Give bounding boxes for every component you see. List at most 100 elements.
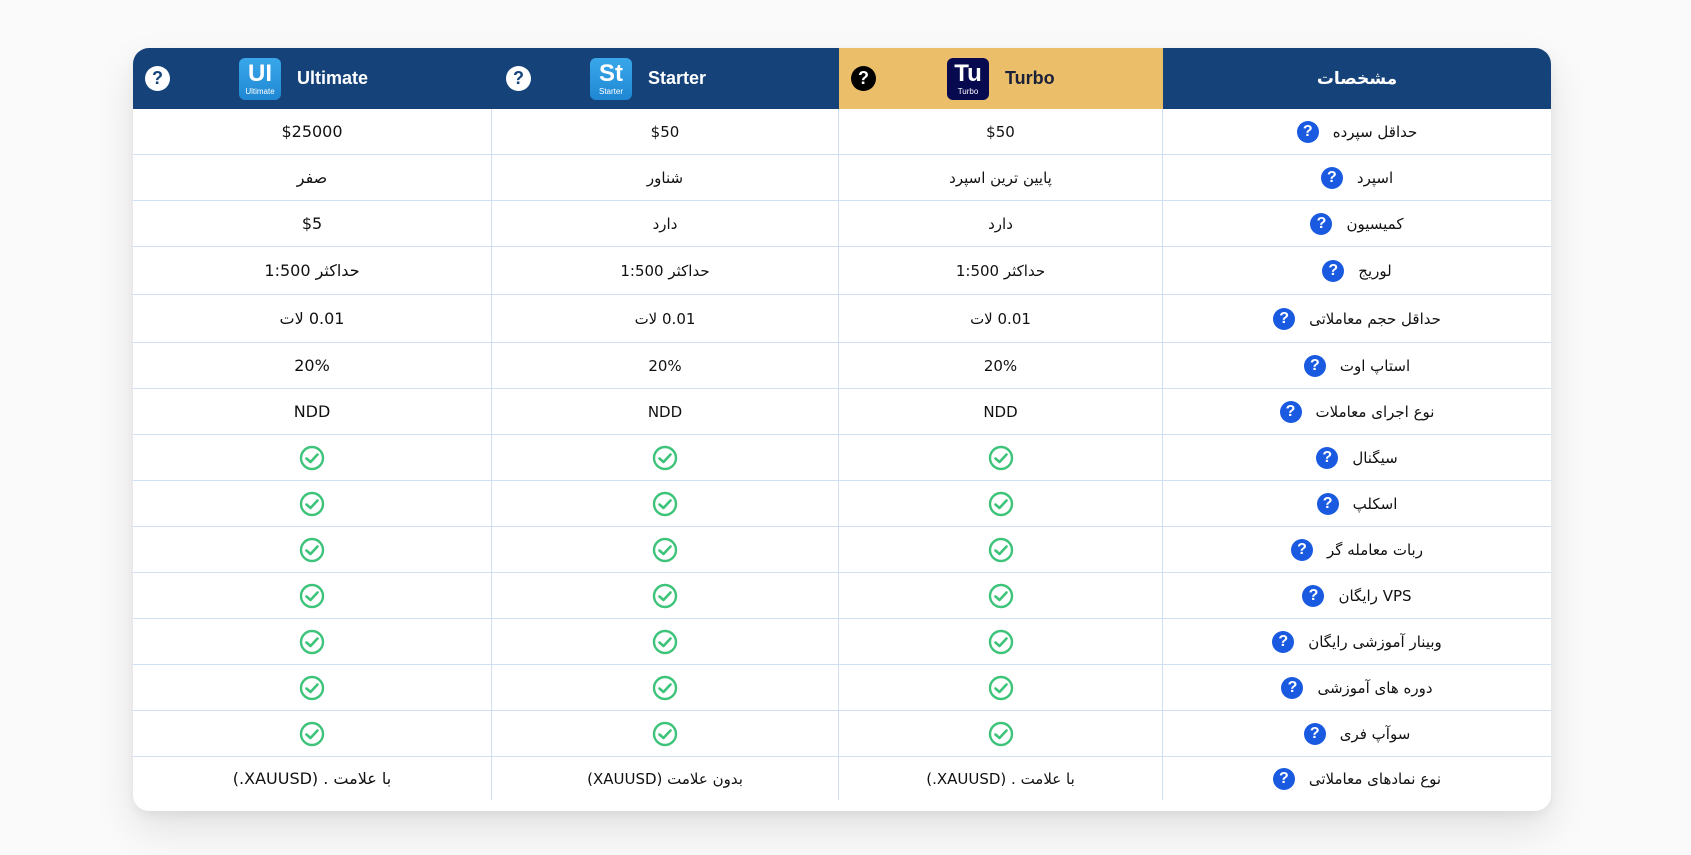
- check-icon: [299, 675, 325, 701]
- cell-turbo-check: [839, 619, 1163, 664]
- help-icon[interactable]: ?: [1303, 722, 1326, 745]
- row-label: اسکلپ: [1352, 494, 1398, 513]
- cell-ultimate-check: [133, 527, 492, 572]
- help-icon[interactable]: ?: [1281, 676, 1304, 699]
- row-label-cell: ? اسپرد: [1163, 155, 1551, 200]
- cell-value: $50: [986, 122, 1015, 141]
- row-label-cell: ? حداقل سپرده: [1163, 109, 1551, 154]
- cell-ultimate: 20%: [133, 343, 492, 388]
- turbo-logo-icon: Tu Turbo: [947, 57, 989, 100]
- help-icon-starter[interactable]: ?: [506, 66, 531, 91]
- cell-value: $5: [301, 214, 323, 233]
- cell-starter-check: [492, 481, 839, 526]
- table-row: ? VPS رایگان: [133, 573, 1551, 619]
- help-icon[interactable]: ?: [1302, 584, 1325, 607]
- plan-name-ultimate: Ultimate: [297, 68, 369, 88]
- cell-ultimate: حداکثر 1:500: [133, 247, 492, 294]
- help-icon[interactable]: ?: [1310, 212, 1333, 235]
- table-row: ? دوره های آموزشی: [133, 665, 1551, 711]
- row-label: نوع اجرای معاملات: [1315, 402, 1435, 421]
- help-icon[interactable]: ?: [1322, 259, 1345, 282]
- cell-value: 0.01 لات: [970, 309, 1031, 328]
- check-icon: [652, 445, 678, 471]
- help-icon[interactable]: ?: [1303, 354, 1326, 377]
- cell-value: 20%: [294, 356, 330, 375]
- help-icon-turbo[interactable]: ?: [851, 66, 876, 91]
- plan-name-turbo: Turbo: [1005, 68, 1055, 88]
- help-icon-ultimate[interactable]: ?: [145, 66, 170, 91]
- help-icon[interactable]: ?: [1291, 538, 1314, 561]
- cell-turbo-check: [839, 481, 1163, 526]
- cell-turbo: NDD: [839, 389, 1163, 434]
- help-icon[interactable]: ?: [1272, 630, 1295, 653]
- table-row: NDD NDD NDD? نوع اجرای معاملات: [133, 389, 1551, 435]
- cell-ultimate-check: [133, 711, 492, 756]
- cell-value: حداکثر 1:500: [264, 261, 360, 280]
- row-label: VPS رایگان: [1338, 586, 1412, 605]
- check-icon: [299, 491, 325, 517]
- table-row: ? اسکلپ: [133, 481, 1551, 527]
- cell-value: شناور: [646, 168, 684, 187]
- check-icon: [652, 583, 678, 609]
- cell-starter-check: [492, 527, 839, 572]
- row-label-cell: ? اسکلپ: [1163, 481, 1551, 526]
- cell-value: دارد: [652, 214, 678, 233]
- row-label: کمیسیون: [1346, 214, 1404, 233]
- check-icon: [299, 583, 325, 609]
- row-label: لوریج: [1358, 261, 1392, 280]
- row-label: ربات معامله گر: [1327, 540, 1423, 559]
- help-icon[interactable]: ?: [1273, 307, 1296, 330]
- cell-starter-check: [492, 665, 839, 710]
- cell-value: NDD: [647, 402, 683, 421]
- cell-starter: $50: [492, 109, 839, 154]
- cell-starter: 20%: [492, 343, 839, 388]
- check-icon: [652, 537, 678, 563]
- row-label: نوع نمادهای معاملاتی: [1308, 769, 1442, 788]
- plan-starter: St Starter Starter: [590, 48, 706, 109]
- help-icon[interactable]: ?: [1316, 492, 1339, 515]
- table-row: 0.01 لات 0.01 لات 0.01 لات? حداقل حجم معامل…: [133, 295, 1551, 343]
- check-icon: [299, 721, 325, 747]
- check-icon: [652, 721, 678, 747]
- help-icon[interactable]: ?: [1279, 400, 1302, 423]
- check-icon: [299, 445, 325, 471]
- cell-starter: حداکثر 1:500: [492, 247, 839, 294]
- help-icon[interactable]: ?: [1316, 446, 1339, 469]
- help-icon[interactable]: ?: [1320, 166, 1343, 189]
- row-label-cell: ? سوآپ فری: [1163, 711, 1551, 756]
- table-row: $25000 $50 $50? حداقل سپرده: [133, 109, 1551, 155]
- row-label-cell: ? VPS رایگان: [1163, 573, 1551, 618]
- cell-ultimate-check: [133, 665, 492, 710]
- cell-turbo: دارد: [839, 201, 1163, 246]
- cell-starter-check: [492, 435, 839, 480]
- cell-turbo: با علامت . (XAUUSD.): [839, 757, 1163, 800]
- cell-starter-check: [492, 573, 839, 618]
- cell-ultimate: 0.01 لات: [133, 295, 492, 342]
- help-icon[interactable]: ?: [1272, 767, 1295, 790]
- cell-turbo: حداکثر 1:500: [839, 247, 1163, 294]
- cell-value: 20%: [983, 356, 1018, 375]
- row-label-cell: ? حداقل حجم معاملاتی: [1163, 295, 1551, 342]
- cell-starter: 0.01 لات: [492, 295, 839, 342]
- table-row: ? ربات معامله گر: [133, 527, 1551, 573]
- table-row: با علامت . (XAUUSD.) بدون علامت (XAUUSD) ب…: [133, 757, 1551, 800]
- cell-starter: شناور: [492, 155, 839, 200]
- table-row: ? وبینار آموزشی رایگان: [133, 619, 1551, 665]
- row-label-cell: ? کمیسیون: [1163, 201, 1551, 246]
- help-icon[interactable]: ?: [1296, 120, 1319, 143]
- check-icon: [988, 721, 1014, 747]
- row-label: حداقل حجم معاملاتی: [1309, 309, 1441, 328]
- table-row: 20% 20% 20%? استاپ اوت: [133, 343, 1551, 389]
- cell-value: دارد: [988, 214, 1013, 233]
- row-label: وبینار آموزشی رایگان: [1308, 632, 1442, 651]
- check-icon: [988, 629, 1014, 655]
- cell-value: NDD: [983, 402, 1018, 421]
- table-row: ? سیگنال: [133, 435, 1551, 481]
- cell-value: حداکثر 1:500: [955, 261, 1046, 280]
- row-label-cell: ? نوع اجرای معاملات: [1163, 389, 1551, 434]
- row-label-cell: ? دوره های آموزشی: [1163, 665, 1551, 710]
- cell-ultimate: NDD: [133, 389, 492, 434]
- cell-turbo-check: [839, 665, 1163, 710]
- row-label: حداقل سپرده: [1332, 122, 1418, 141]
- cell-value: $50: [650, 122, 680, 141]
